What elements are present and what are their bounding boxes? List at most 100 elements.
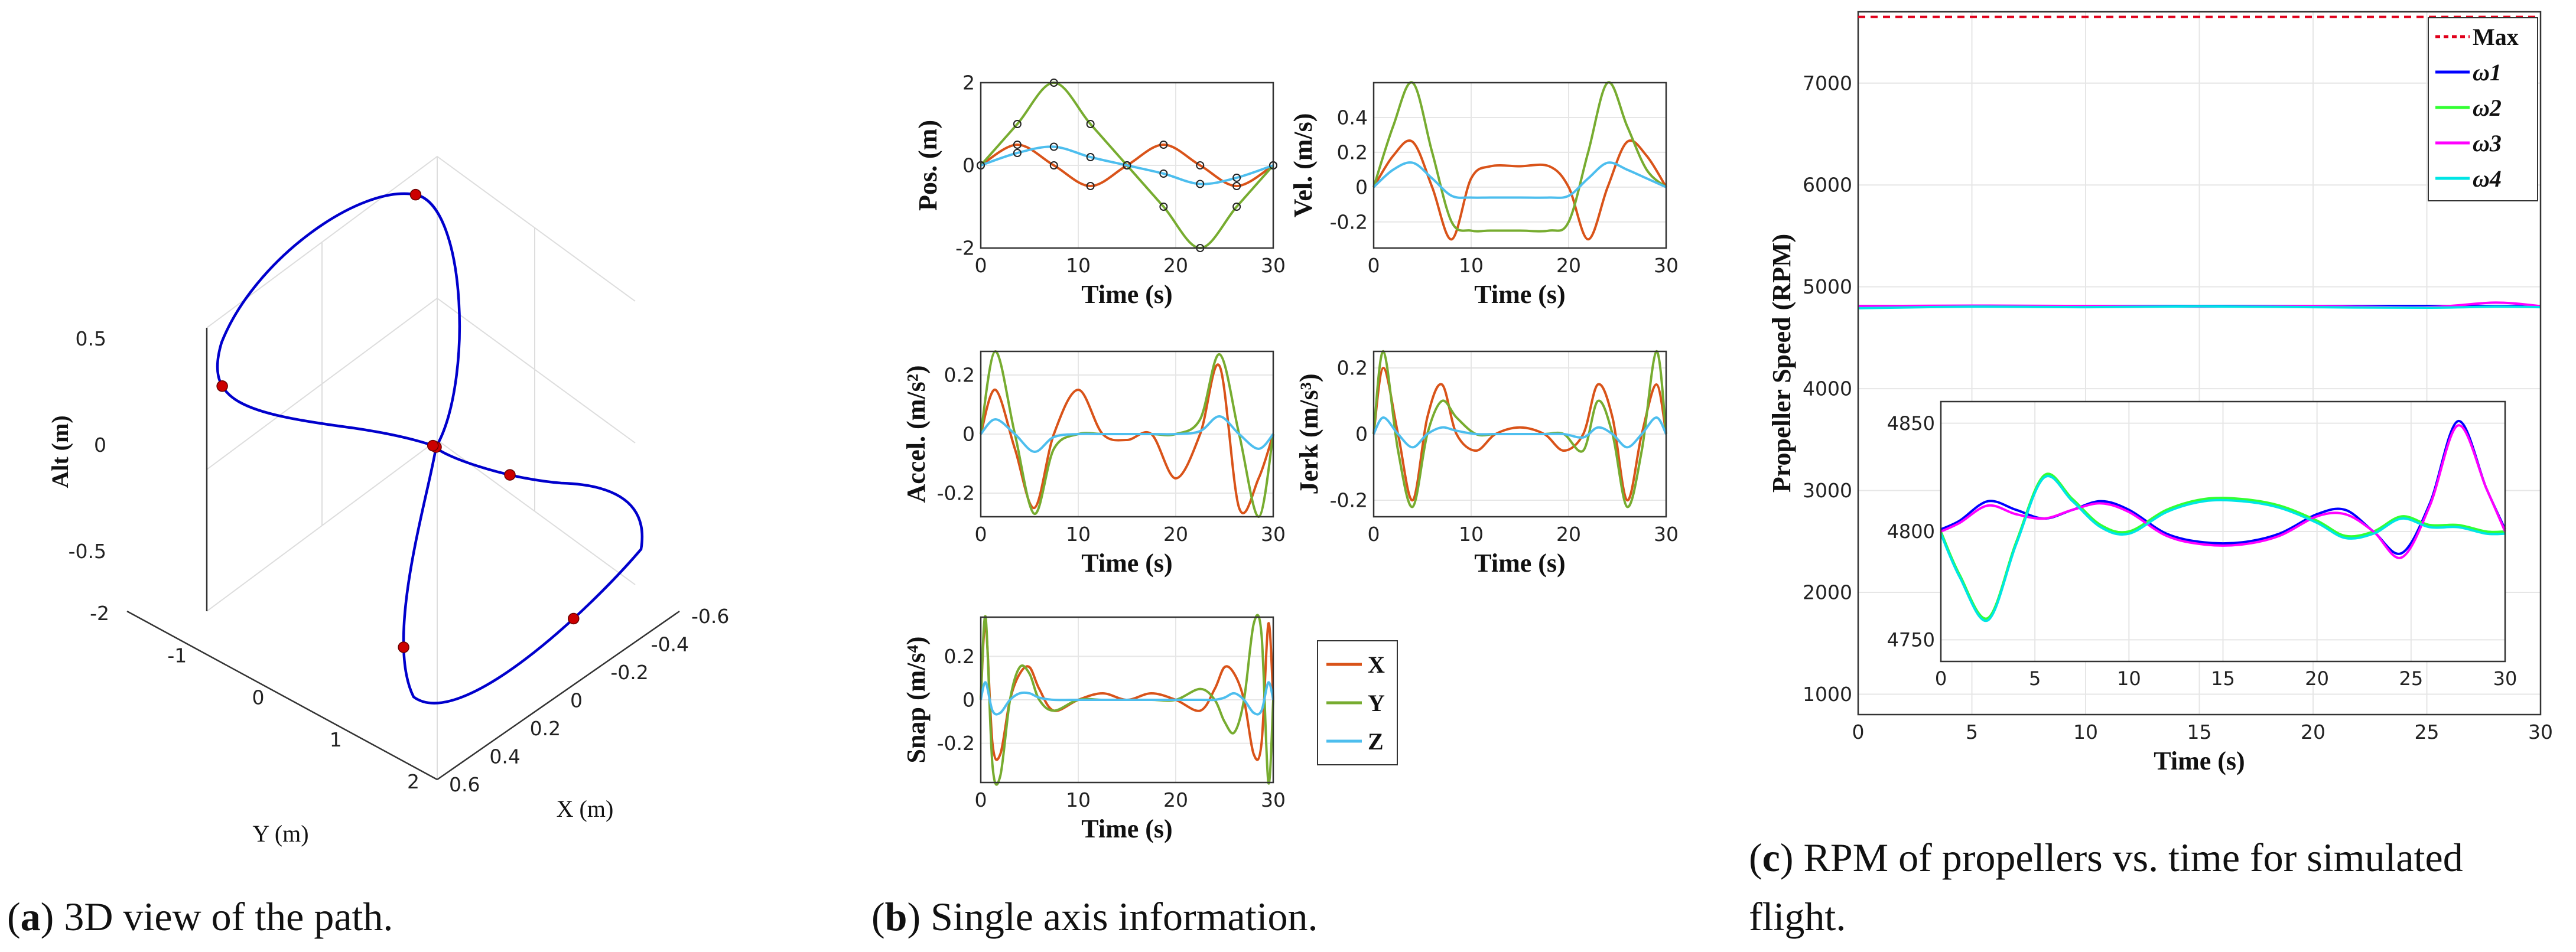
x-tick-label: 0	[975, 788, 987, 811]
y-axis-ticks: -2 -1 0 1 2	[90, 602, 419, 793]
series-line-ω4	[1940, 475, 2506, 622]
x-tick-label: 30	[2493, 667, 2518, 690]
plot-frame	[980, 350, 1274, 518]
plot-frame	[1857, 11, 2542, 716]
waypoint-marker	[1049, 161, 1058, 169]
series-line-Z	[980, 415, 1274, 453]
x-tick-label: 30	[1261, 254, 1286, 277]
series-line-X	[980, 363, 1274, 514]
y-tick-label: -0.2	[937, 732, 975, 755]
y-tick-label: 2	[407, 770, 419, 793]
x-tick-label: 20	[1556, 523, 1581, 546]
waypoint-marker	[1196, 180, 1205, 188]
x-tick-label: -0.2	[610, 661, 648, 684]
y-axis-label: Y (m)	[252, 820, 308, 847]
y-tick-label: -1	[167, 644, 187, 667]
x-tick-label: 0.2	[530, 717, 561, 740]
x-tick-label: 10	[1066, 254, 1091, 277]
caption-c: (c) RPM of propellers vs. time for simul…	[1749, 835, 2463, 939]
y-tick-label: 0.2	[1337, 141, 1368, 164]
caption-letter: c	[1762, 835, 1780, 880]
x-tick-label: 10	[1066, 523, 1091, 546]
x-tick-label: 30	[1654, 523, 1679, 546]
subplot-c-inset: 0 5 10 15 20 25 30 4850 4800 4750	[1887, 400, 2518, 690]
y-axis-label: Propeller Speed (RPM)	[1767, 234, 1796, 493]
x-tick-label: 15	[2187, 720, 2212, 744]
y-tick-label: 0.4	[1337, 106, 1368, 129]
y-tick-label: 5000	[1803, 275, 1852, 298]
z-tick: -0.5	[69, 540, 106, 563]
y-tick-label: 0	[1355, 423, 1368, 446]
x-tick-label: 0	[570, 689, 583, 712]
plot-frame	[1372, 350, 1667, 518]
series-line-Z	[980, 145, 1274, 185]
y-tick-label: 0.2	[944, 645, 975, 668]
x-tick-label: 20	[2305, 667, 2329, 690]
y-tick-label: 7000	[1803, 71, 1852, 94]
series-line-Y	[1372, 81, 1667, 233]
x-tick-label: 0.4	[489, 745, 520, 768]
panel-a-3d-view: 0.5 0 -0.5 Alt (m) -2 -1 0 1 2 -0.6-0.4-0.2 0…	[47, 155, 729, 847]
caption-b: (b) Single axis information.	[871, 894, 1318, 939]
x-tick-label: 20	[2301, 720, 2325, 744]
waypoint-marker	[1013, 120, 1022, 128]
panel-c-rpm: 0 5 10 15 20 25 307000600050004000300020001000…	[1767, 11, 2553, 775]
waypoint-marker	[1232, 182, 1241, 190]
z-tick: 0	[94, 433, 106, 457]
caption-text-line2: flight.	[1749, 894, 1846, 939]
x-tick-label: 20	[1556, 254, 1581, 277]
legend-c: Max ω1 ω2 ω3 ω4	[2428, 17, 2538, 201]
legend-label: ω2	[2473, 94, 2502, 121]
series-line-ω3	[1940, 424, 2506, 559]
caption-letter: b	[885, 894, 908, 939]
waypoint-marker	[216, 380, 228, 392]
series-line-X	[1372, 139, 1667, 241]
y-tick-label: -0.2	[1330, 489, 1368, 512]
waypoint-marker	[398, 641, 409, 653]
legend-label-X: X	[1368, 651, 1385, 678]
y-axis-label: Vel. (m/s)	[1289, 113, 1318, 218]
y-tick-label: -0.2	[1330, 210, 1368, 233]
series-line-X	[1372, 366, 1667, 502]
y-tick-label: 2	[962, 71, 975, 94]
waypoint-marker	[1232, 174, 1241, 182]
caption-text-line1: RPM of propellers vs. time for simulated	[1804, 835, 2463, 880]
subplot-b-snap: 0 10 20 30 0.2 0 -0.2 Time (s) Snap (m/s⁴)	[902, 614, 1286, 843]
y-tick-label: 0	[962, 423, 975, 446]
x-tick-label: 30	[1654, 254, 1679, 277]
plot-frame	[980, 616, 1274, 784]
svg-text:(b) Single axis information.: (b) Single axis information.	[871, 894, 1318, 939]
x-tick-label: 20	[1163, 254, 1188, 277]
x-tick-label: 20	[1163, 523, 1188, 546]
y-tick-label: 0	[1355, 175, 1368, 198]
y-axis-label: Accel. (m/s²)	[902, 365, 931, 503]
legend-box	[2428, 17, 2538, 201]
waypoint-marker	[1086, 120, 1095, 128]
series-line-ω4	[1858, 305, 2541, 309]
x-tick-label: 10	[2117, 667, 2141, 690]
trajectory-path	[216, 192, 643, 705]
series-line-Z	[980, 681, 1274, 716]
waypoint-marker	[1086, 153, 1095, 161]
plot-frame	[980, 81, 1274, 249]
x-axis-label: Time (s)	[2154, 746, 2245, 775]
x-tick-label: 30	[2528, 720, 2553, 744]
svg-text:(c) RPM of propellers vs. time: (c) RPM of propellers vs. time for simul…	[1749, 835, 2463, 880]
y-tick-label: -2	[955, 237, 975, 260]
plot-frame	[1372, 81, 1667, 249]
x-tick-label: 30	[1261, 523, 1286, 546]
x-tick-label: 10	[2073, 720, 2098, 744]
y-tick-label: 0	[962, 689, 975, 712]
waypoint-marker	[1196, 161, 1205, 169]
waypoint-marker	[568, 612, 580, 625]
waypoint-marker	[1013, 141, 1022, 149]
x-tick-label: 0	[1852, 720, 1865, 744]
y-axis-label: Jerk (m/s³)	[1294, 373, 1323, 494]
waypoint-marker	[1013, 149, 1022, 157]
y-tick-label: 1	[330, 728, 342, 751]
x-tick-label: 0	[975, 254, 987, 277]
legend-label: ω3	[2473, 130, 2502, 157]
waypoint-marker	[1123, 161, 1131, 169]
